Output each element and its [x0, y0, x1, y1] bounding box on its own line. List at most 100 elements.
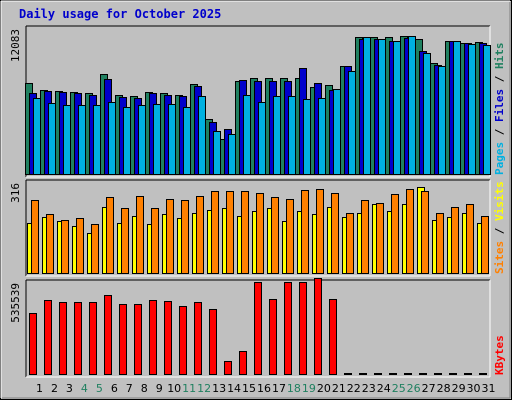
- bar-kbytes-kbytes-day-12: [194, 302, 202, 375]
- bar-requests-pages-day-24: [378, 39, 386, 175]
- bar-visitors-sites-day-13: [211, 191, 219, 274]
- day-label: 5: [96, 382, 103, 395]
- day-label: 16: [257, 382, 271, 395]
- ymax-label-kbytes: 535539: [9, 283, 22, 323]
- bar-visitors-sites-day-3: [61, 220, 69, 274]
- bar-requests-pages-day-23: [363, 37, 371, 175]
- bar-kbytes-kbytes-day-27: [419, 373, 427, 375]
- bar-requests-pages-day-14: [228, 134, 236, 175]
- bar-requests-pages-day-12: [198, 96, 206, 175]
- bar-kbytes-kbytes-day-28: [434, 373, 442, 375]
- day-label: 7: [126, 382, 133, 395]
- bar-visitors-sites-day-21: [331, 193, 339, 274]
- day-label: 26: [407, 382, 421, 395]
- day-label: 29: [452, 382, 466, 395]
- day-label: 6: [111, 382, 118, 395]
- bar-visitors-sites-day-20: [316, 189, 324, 274]
- day-label: 18: [287, 382, 301, 395]
- bar-visitors-sites-day-27: [421, 191, 429, 274]
- day-label: 21: [332, 382, 346, 395]
- bar-visitors-sites-day-4: [76, 218, 84, 274]
- bar-kbytes-kbytes-day-4: [74, 302, 82, 375]
- bar-kbytes-kbytes-day-17: [269, 299, 277, 375]
- bar-kbytes-kbytes-day-9: [149, 300, 157, 375]
- day-label: 28: [437, 382, 451, 395]
- legend-entry: Files: [493, 89, 506, 122]
- bar-kbytes-kbytes-day-13: [209, 309, 217, 375]
- bar-kbytes-kbytes-day-24: [374, 373, 382, 375]
- bar-kbytes-kbytes-day-23: [359, 373, 367, 375]
- bar-requests-pages-day-2: [48, 103, 56, 175]
- day-label: 13: [212, 382, 226, 395]
- bar-requests-pages-day-8: [138, 105, 146, 175]
- bar-visitors-sites-day-5: [91, 224, 99, 274]
- bar-visitors-sites-day-6: [106, 197, 114, 274]
- day-label: 15: [242, 382, 256, 395]
- day-label: 30: [467, 382, 481, 395]
- bar-kbytes-kbytes-day-18: [284, 282, 292, 375]
- day-label: 14: [227, 382, 241, 395]
- bar-kbytes-kbytes-day-3: [59, 302, 67, 375]
- day-label: 11: [182, 382, 196, 395]
- day-label: 22: [347, 382, 361, 395]
- bar-requests-pages-day-19: [303, 99, 311, 175]
- legend-entry: Sites: [493, 241, 506, 274]
- bar-kbytes-kbytes-day-11: [179, 306, 187, 375]
- bar-requests-pages-day-18: [288, 96, 296, 175]
- bar-visitors-sites-day-16: [256, 193, 264, 274]
- legend-entry: /: [493, 221, 506, 241]
- bar-requests-pages-day-28: [438, 66, 446, 175]
- bar-visitors-sites-day-18: [286, 199, 294, 274]
- bar-requests-pages-day-5: [93, 105, 101, 175]
- legend-entry: Hits: [493, 43, 506, 70]
- panel-visitors: 316 Sites / Visits: [9, 179, 506, 277]
- bar-kbytes-kbytes-day-2: [44, 300, 52, 375]
- bar-kbytes-kbytes-day-26: [404, 373, 412, 375]
- bar-kbytes-kbytes-day-31: [479, 373, 487, 375]
- bar-requests-pages-day-11: [183, 107, 191, 175]
- day-label: 3: [66, 382, 73, 395]
- day-label: 1: [36, 382, 43, 395]
- bar-visitors-sites-day-7: [121, 208, 129, 274]
- day-label: 27: [422, 382, 436, 395]
- legend-entry: /: [493, 122, 506, 142]
- bar-visitors-sites-day-29: [451, 207, 459, 274]
- day-label: 12: [197, 382, 211, 395]
- day-label: 25: [392, 382, 406, 395]
- bar-requests-pages-day-1: [33, 98, 41, 175]
- bar-kbytes-kbytes-day-10: [164, 301, 172, 375]
- bar-kbytes-kbytes-day-14: [224, 361, 232, 375]
- bar-visitors-sites-day-23: [361, 200, 369, 274]
- day-label: 19: [302, 382, 316, 395]
- legend-kbytes: KBytes: [493, 335, 506, 375]
- bar-requests-pages-day-26: [408, 36, 416, 175]
- day-label: 10: [167, 382, 181, 395]
- bar-visitors-sites-day-30: [466, 204, 474, 274]
- day-label: 8: [141, 382, 148, 395]
- bar-requests-pages-day-27: [423, 53, 431, 175]
- bar-kbytes-kbytes-day-19: [299, 282, 307, 375]
- day-label: 31: [482, 382, 496, 395]
- legend-entry: Pages: [493, 142, 506, 175]
- bar-kbytes-kbytes-day-20: [314, 278, 322, 375]
- day-label: 2: [51, 382, 58, 395]
- bar-kbytes-kbytes-day-29: [449, 373, 457, 375]
- bar-visitors-sites-day-11: [181, 200, 189, 274]
- bar-kbytes-kbytes-day-8: [134, 304, 142, 375]
- bar-requests-pages-day-13: [213, 131, 221, 175]
- bar-requests-pages-day-3: [63, 105, 71, 175]
- legend-visitors: Sites / Visits: [493, 181, 506, 274]
- bar-requests-pages-day-30: [468, 44, 476, 175]
- bar-requests-pages-day-9: [153, 104, 161, 175]
- bar-requests-pages-day-21: [333, 89, 341, 175]
- ymax-label-requests: 12083: [9, 29, 22, 62]
- bar-kbytes-kbytes-day-25: [389, 373, 397, 375]
- day-label: 9: [156, 382, 163, 395]
- bar-visitors-sites-day-25: [391, 194, 399, 274]
- day-label: 17: [272, 382, 286, 395]
- bar-visitors-sites-day-24: [376, 203, 384, 274]
- bar-kbytes-kbytes-day-22: [344, 373, 352, 375]
- panel-kbytes: 535539 KBytes: [9, 278, 506, 378]
- bar-kbytes-kbytes-day-16: [254, 282, 262, 375]
